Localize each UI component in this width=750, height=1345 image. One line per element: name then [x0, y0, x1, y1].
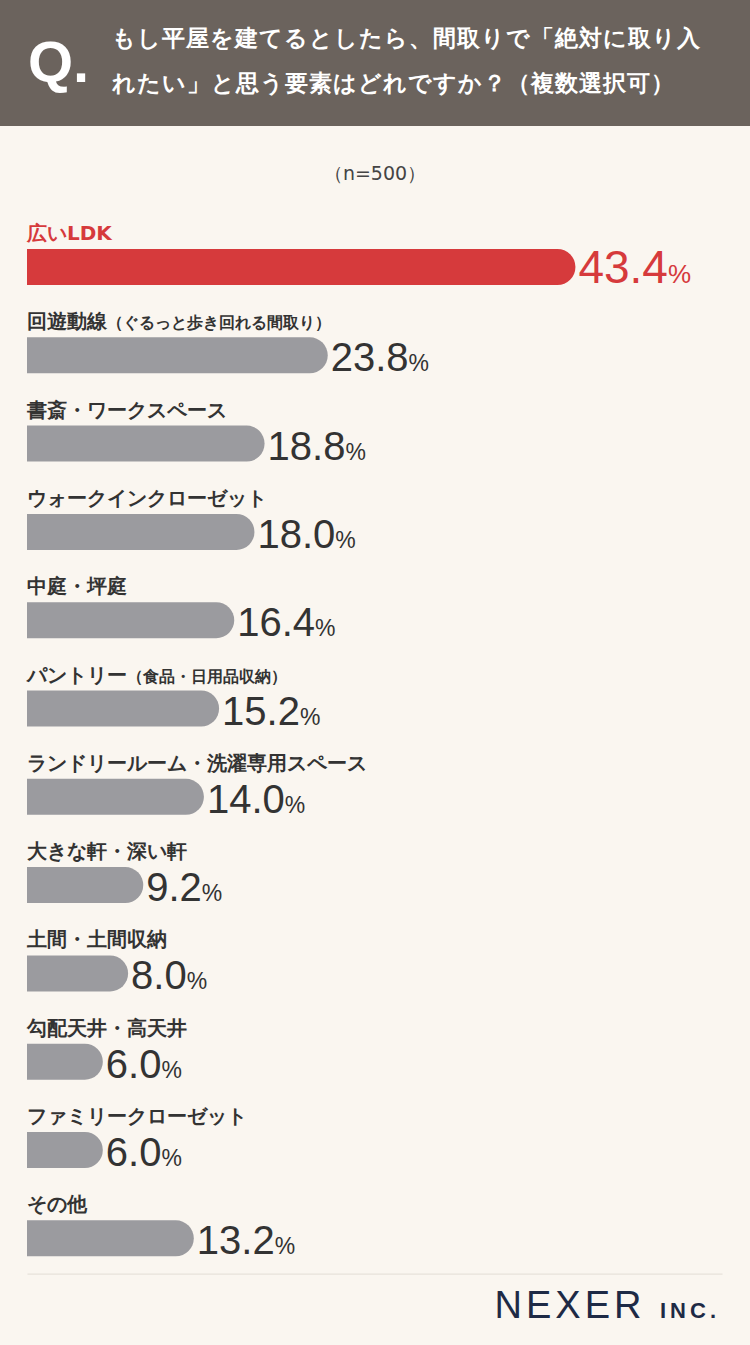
data-labels: 43.4% 23.8% 18.8% 18.0% 16.4% 15.2% 14.0% 9.2% 8…: [106, 241, 691, 1262]
category-label: 書斎・ワークスペース: [26, 398, 227, 422]
data-label: 6.0%: [106, 1130, 182, 1174]
bar: [27, 514, 254, 550]
category-label: 大きな軒・深い軒: [27, 839, 187, 863]
chart: （n=500） 広いLDK 回遊動線（ぐるっと歩き回れる間取り） 書斎・ワークスペース…: [0, 0, 750, 1345]
bar: [27, 779, 204, 815]
category-label: 中庭・坪庭: [27, 574, 127, 598]
category-label: 回遊動線（ぐるっと歩き回れる間取り）: [27, 309, 331, 333]
category-label: ファミリークローゼット: [27, 1104, 247, 1128]
bar: [27, 955, 128, 991]
data-label: 9.2%: [146, 865, 222, 909]
logo: NEXER INC.: [495, 1284, 720, 1326]
category-label: パントリー（食品・日用品収納）: [26, 663, 287, 687]
bar: [27, 337, 328, 373]
x-axis-line: [28, 1274, 723, 1275]
data-label: 16.4%: [237, 600, 335, 644]
bar: [27, 691, 219, 727]
title: もし平屋を建てるとしたら、間取りで「絶対に取り入れたい」と思う要素はどれですか？…: [112, 16, 708, 106]
x-axis: [28, 1274, 723, 1275]
category-label: その他: [27, 1192, 88, 1216]
data-label: 15.2%: [222, 689, 320, 733]
data-label: 14.0%: [207, 777, 305, 821]
data-label: 13.2%: [197, 1218, 295, 1262]
bar: [27, 867, 143, 903]
category-label: 勾配天井・高天井: [26, 1016, 187, 1040]
category-label: ランドリールーム・洗濯専用スペース: [27, 751, 367, 775]
data-label: 23.8%: [331, 335, 429, 379]
data-label: 6.0%: [106, 1042, 182, 1086]
bar: [27, 249, 575, 285]
header: [0, 0, 750, 126]
data-label: 18.8%: [268, 424, 366, 468]
bar: [27, 1220, 194, 1256]
bar: [27, 602, 234, 638]
category-label: 広いLDK: [26, 221, 113, 245]
category-label: ウォークインクローゼット: [27, 486, 267, 510]
category-labels: 広いLDK 回遊動線（ぐるっと歩き回れる間取り） 書斎・ワークスペースウォークインク…: [26, 221, 367, 1216]
bar: [27, 426, 265, 462]
bar: [27, 1044, 103, 1080]
data-label: 43.4%: [578, 241, 691, 293]
data-label: 18.0%: [257, 512, 355, 556]
category-label: 土間・土間収納: [26, 927, 167, 951]
bars: [27, 249, 575, 1256]
question-mark: Q.: [28, 22, 89, 102]
bar: [27, 1132, 103, 1168]
data-label: 8.0%: [131, 953, 207, 997]
subtitle: （n=500）: [324, 162, 426, 184]
